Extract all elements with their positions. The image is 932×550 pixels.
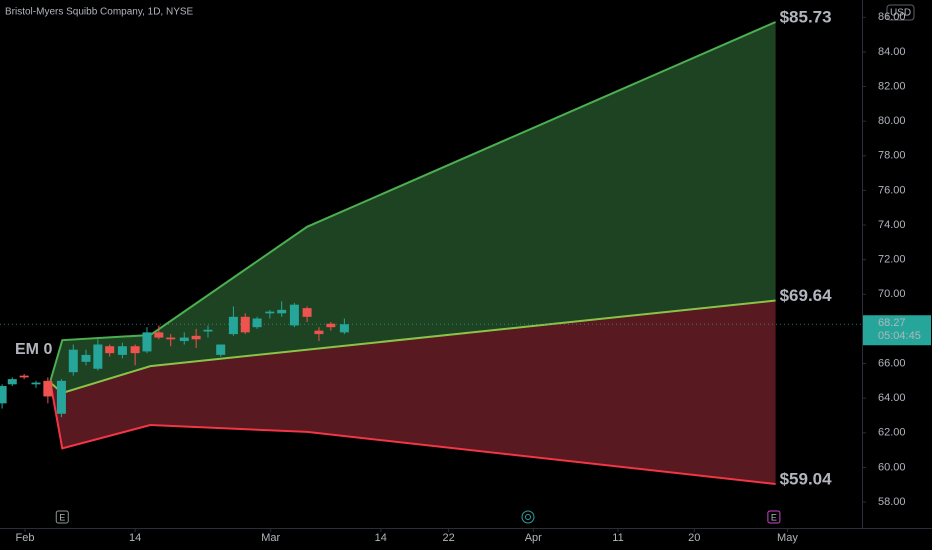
candle-body	[252, 318, 262, 328]
candle-body	[277, 309, 287, 314]
x-tick-label: 22	[442, 532, 454, 544]
candle-body	[179, 337, 189, 342]
candle-body	[154, 332, 164, 338]
currency-label: USD	[890, 8, 911, 19]
x-tick-label: Feb	[16, 532, 35, 544]
x-tick-label: 14	[375, 532, 387, 544]
candle-body	[203, 329, 213, 332]
y-tick-label: 64.00	[878, 392, 906, 404]
em-label: EM 0	[15, 341, 52, 358]
event-icon[interactable]	[55, 510, 69, 524]
y-tick-label: 80.00	[878, 115, 906, 127]
y-tick-label: 82.00	[878, 80, 906, 92]
price-target-label: $69.64	[780, 286, 833, 305]
currency-badge[interactable]	[886, 4, 915, 21]
candle-body	[19, 375, 29, 378]
y-tick-label: 62.00	[878, 427, 906, 439]
candle-body	[105, 346, 115, 354]
y-tick-label: 78.00	[878, 150, 906, 162]
candle-body	[0, 386, 7, 404]
x-tick-label: 14	[129, 532, 141, 544]
event-icon[interactable]	[767, 510, 781, 524]
projection-band	[50, 21, 776, 393]
y-tick-label: 84.00	[878, 46, 906, 58]
candle-body	[130, 346, 140, 354]
candle-body	[93, 344, 103, 369]
candle-body	[216, 344, 226, 355]
projection-line	[49, 382, 776, 486]
y-tick-label: 58.00	[878, 496, 906, 508]
event-label: E	[771, 512, 777, 522]
y-tick-label: 70.00	[878, 288, 906, 300]
candle-body	[81, 354, 91, 362]
candle-body	[339, 324, 349, 333]
price-target-label: $59.04	[780, 470, 833, 489]
candle-body	[240, 316, 250, 333]
candle-body	[56, 380, 66, 414]
event-label: E	[59, 512, 65, 522]
dividend-icon-inner	[525, 514, 531, 520]
y-tick-label: 74.00	[878, 219, 906, 231]
candle-body	[117, 346, 127, 355]
x-tick-label: 20	[688, 532, 700, 544]
candle-body	[191, 335, 201, 340]
candle-body	[302, 308, 312, 317]
chart-title: Bristol-Myers Squibb Company, 1D, NYSE	[5, 7, 194, 18]
x-tick-label: Mar	[261, 532, 280, 544]
candle-body	[228, 316, 238, 335]
candle-body	[166, 337, 176, 340]
x-tick-label: Apr	[525, 532, 542, 544]
candle-body	[7, 379, 17, 385]
x-tick-label: 11	[612, 532, 623, 544]
countdown-label: 05:04:45	[878, 330, 921, 342]
candle-body	[326, 323, 336, 328]
y-tick-label: 76.00	[878, 184, 906, 196]
candle-body	[265, 311, 275, 314]
projection-band	[50, 300, 776, 485]
dividend-icon[interactable]	[521, 510, 535, 524]
last-price-label: 68.27	[878, 317, 906, 329]
y-tick-label: 60.00	[878, 461, 906, 473]
last-price-badge	[863, 315, 931, 346]
y-tick-label: 86.00	[878, 11, 906, 23]
candle-body	[43, 380, 53, 397]
candle-body	[68, 349, 78, 373]
candle-body	[314, 330, 324, 335]
y-tick-label: 66.00	[878, 357, 906, 369]
projection-line	[49, 299, 776, 395]
x-tick-label: May	[777, 532, 798, 544]
y-tick-label: 72.00	[878, 254, 906, 266]
candle-body	[31, 382, 41, 385]
candle-body	[289, 304, 299, 326]
candle-body	[142, 332, 152, 352]
price-target-label: $85.73	[780, 7, 832, 26]
